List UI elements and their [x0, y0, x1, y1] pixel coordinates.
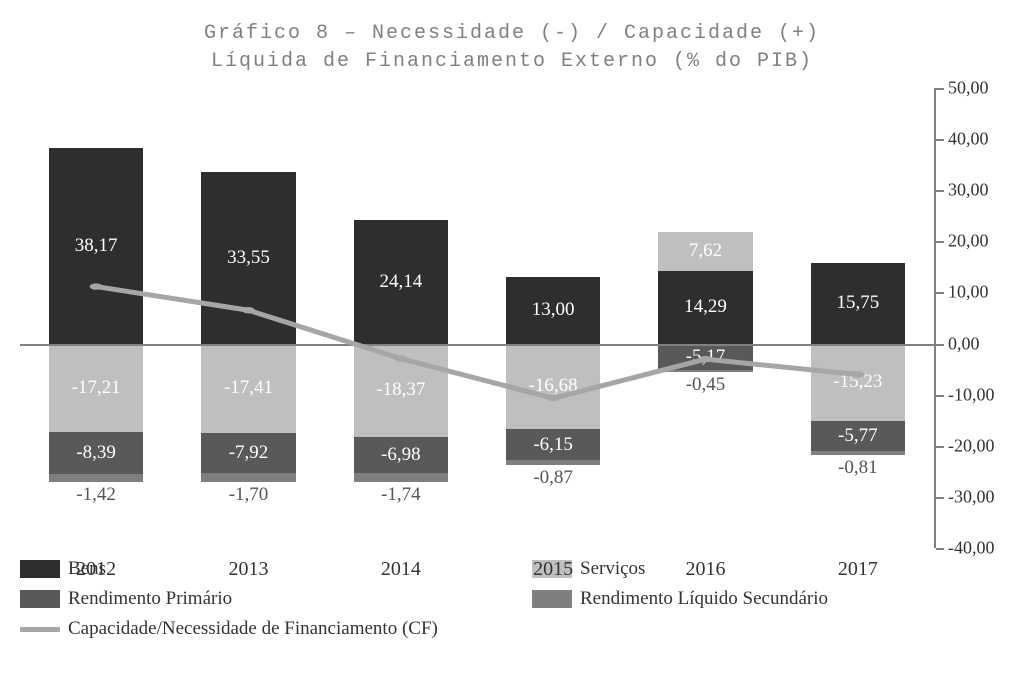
legend-swatch: [20, 590, 60, 608]
category-label: 2013: [172, 558, 324, 581]
bar-segment: 14,29: [658, 271, 752, 344]
bars-area: 38,17-17,21-8,39-1,42201233,55-17,41-7,9…: [20, 88, 934, 548]
legend-swatch: [532, 590, 572, 608]
bar-segment: -5,17: [658, 344, 752, 370]
y-tick-label: 50,00: [948, 78, 989, 99]
legend-item: Rendimento Primário: [20, 588, 492, 610]
bar-segment: -6,15: [506, 429, 600, 460]
y-tick: [936, 548, 944, 550]
bar-value-label: -1,74: [354, 484, 448, 506]
bar-segment: [201, 473, 295, 482]
bar-value-label: -16,68: [506, 375, 600, 397]
y-tick: [936, 88, 944, 90]
zero-line: [20, 344, 934, 346]
bar-value-label: -17,41: [201, 377, 295, 399]
y-tick-label: 40,00: [948, 129, 989, 150]
y-tick: [936, 497, 944, 499]
bar-segment: 38,17: [49, 148, 143, 343]
bar-segment: -17,21: [49, 344, 143, 432]
bar-value-label: -0,87: [506, 467, 600, 489]
category-label: 2016: [629, 558, 781, 581]
chart-title-line1: Gráfico 8 – Necessidade (-) / Capacidade…: [20, 20, 1004, 48]
bar-segment: -8,39: [49, 432, 143, 475]
bar-segment: 13,00: [506, 277, 600, 343]
bar-value-label: -17,21: [49, 377, 143, 399]
category-group: 24,14 -18,37 -6,98 -1,74: [354, 88, 448, 548]
bar-segment: [49, 474, 143, 481]
y-tick: [936, 190, 944, 192]
category-group: 13,00 -16,68 -6,15 -0,87: [506, 88, 600, 548]
y-tick-label: -10,00: [948, 384, 995, 405]
bar-value-label: 15,75: [811, 292, 905, 314]
bar-value-label: -18,37: [354, 379, 448, 401]
bar-value-label: 38,17: [49, 235, 143, 257]
bar-segment: 7,62: [658, 232, 752, 271]
category-group: 38,17 -17,21 -8,39 -1,42: [49, 88, 143, 548]
bar-segment: -17,41: [201, 344, 295, 433]
bar-segment: -7,92: [201, 433, 295, 473]
category-label: 2012: [20, 558, 172, 581]
bar-segment: -16,68: [506, 344, 600, 429]
bar-value-label: -15,23: [811, 371, 905, 393]
y-tick-label: 30,00: [948, 180, 989, 201]
bar-segment: [811, 451, 905, 455]
category-group: 14,29 7,62 -5,17 -0,45: [658, 88, 752, 548]
bar-segment: -18,37: [354, 344, 448, 438]
y-tick-label: -20,00: [948, 435, 995, 456]
bar-value-label: 24,14: [354, 271, 448, 293]
y-tick: [936, 139, 944, 141]
bar-segment: [506, 460, 600, 464]
bar-value-label: -0,81: [811, 457, 905, 479]
y-tick: [936, 395, 944, 397]
bar-segment: 24,14: [354, 220, 448, 343]
category-label: 2015: [477, 558, 629, 581]
chart-container: Gráfico 8 – Necessidade (-) / Capacidade…: [20, 20, 1004, 640]
y-tick: [936, 446, 944, 448]
legend-label: Rendimento Líquido Secundário: [580, 588, 828, 610]
bar-segment: -15,23: [811, 344, 905, 422]
category-label: 2017: [782, 558, 934, 581]
y-tick: [936, 292, 944, 294]
bar-segment: -6,98: [354, 437, 448, 473]
bar-segment: -5,77: [811, 421, 905, 450]
trend-line: [20, 88, 934, 548]
y-tick-label: -30,00: [948, 486, 995, 507]
y-tick-label: -40,00: [948, 538, 995, 559]
bar-segment: [354, 473, 448, 482]
bar-value-label: -5,77: [811, 425, 905, 447]
y-tick-label: 20,00: [948, 231, 989, 252]
y-tick: [936, 241, 944, 243]
y-tick-label: 0,00: [948, 333, 980, 354]
legend-item: Rendimento Líquido Secundário: [532, 588, 1004, 610]
bar-segment: 15,75: [811, 263, 905, 344]
plot-area: 38,17-17,21-8,39-1,42201233,55-17,41-7,9…: [20, 88, 1004, 548]
category-group: 33,55 -17,41 -7,92 -1,70: [201, 88, 295, 548]
bar-value-label: 13,00: [506, 299, 600, 321]
chart-title-line2: Líquida de Financiamento Externo (% do P…: [20, 48, 1004, 76]
bar-value-label: 14,29: [658, 296, 752, 318]
bar-value-label: 7,62: [658, 240, 752, 262]
bar-value-label: -1,70: [201, 484, 295, 506]
bar-value-label: -0,45: [658, 374, 752, 396]
legend-label: Rendimento Primário: [68, 588, 232, 610]
bar-value-label: -8,39: [49, 442, 143, 464]
y-tick-label: 10,00: [948, 282, 989, 303]
y-axis: 50,0040,0030,0020,0010,000,00-10,00-20,0…: [934, 88, 1004, 548]
legend-line-swatch: [20, 627, 60, 632]
legend-item: Capacidade/Necessidade de Financiamento …: [20, 618, 492, 640]
bar-value-label: -6,98: [354, 444, 448, 466]
bar-value-label: -5,17: [658, 346, 752, 368]
bar-segment: 33,55: [201, 172, 295, 343]
bar-value-label: -7,92: [201, 442, 295, 464]
bar-value-label: -6,15: [506, 434, 600, 456]
y-tick: [936, 344, 944, 346]
legend-label: Capacidade/Necessidade de Financiamento …: [68, 618, 438, 640]
bar-value-label: -1,42: [49, 484, 143, 506]
bar-value-label: 33,55: [201, 247, 295, 269]
bar-segment: [658, 370, 752, 372]
category-label: 2014: [325, 558, 477, 581]
chart-title: Gráfico 8 – Necessidade (-) / Capacidade…: [20, 20, 1004, 76]
category-group: 15,75 -15,23 -5,77 -0,81: [811, 88, 905, 548]
